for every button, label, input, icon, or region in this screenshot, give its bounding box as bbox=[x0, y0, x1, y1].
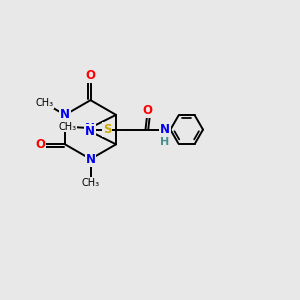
Text: S: S bbox=[103, 123, 111, 136]
Text: CH₃: CH₃ bbox=[36, 98, 54, 108]
Text: CH₃: CH₃ bbox=[58, 122, 77, 132]
Text: O: O bbox=[143, 104, 153, 117]
Text: H: H bbox=[160, 137, 169, 147]
Text: N: N bbox=[85, 153, 95, 166]
Text: N: N bbox=[85, 125, 95, 138]
Text: N: N bbox=[60, 108, 70, 122]
Text: O: O bbox=[85, 69, 95, 82]
Text: O: O bbox=[35, 138, 45, 151]
Text: N: N bbox=[85, 122, 95, 135]
Text: N: N bbox=[160, 123, 170, 136]
Text: CH₃: CH₃ bbox=[82, 178, 100, 188]
